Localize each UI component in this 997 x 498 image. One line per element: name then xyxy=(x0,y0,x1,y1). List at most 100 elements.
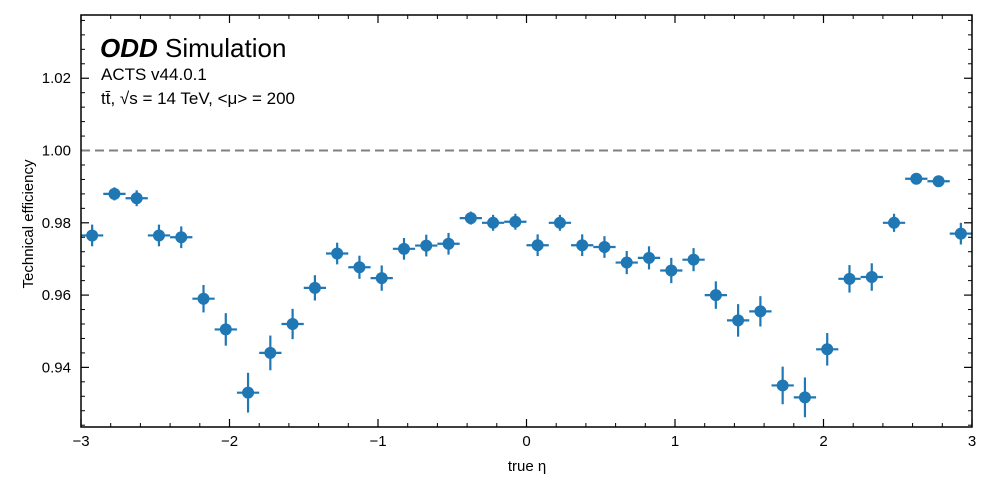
data-point xyxy=(682,248,705,272)
data-marker xyxy=(397,242,410,255)
data-point xyxy=(303,275,327,301)
data-marker xyxy=(776,379,789,392)
data-marker xyxy=(843,272,856,285)
data-point xyxy=(793,377,817,418)
x-axis-label: true η xyxy=(508,458,546,475)
y-tick-label: 1.02 xyxy=(42,70,71,87)
data-point xyxy=(882,213,906,232)
data-marker xyxy=(197,292,210,305)
data-marker xyxy=(531,239,544,252)
data-point xyxy=(214,313,237,346)
data-point xyxy=(415,234,438,257)
data-marker xyxy=(442,237,455,250)
data-point xyxy=(593,236,616,258)
data-point xyxy=(637,246,661,270)
data-point xyxy=(615,250,638,275)
data-point xyxy=(749,296,772,327)
process-label: tt̄, √s = 14 TeV, <μ> = 200 xyxy=(101,89,295,108)
plot-frame xyxy=(80,14,973,428)
data-point xyxy=(927,175,950,188)
data-marker xyxy=(487,216,500,229)
y-tick-label: 0.98 xyxy=(42,215,71,232)
data-marker xyxy=(420,239,433,252)
data-marker xyxy=(709,289,722,302)
data-point xyxy=(236,372,260,413)
data-point xyxy=(771,366,794,405)
data-marker xyxy=(242,386,255,399)
data-marker xyxy=(910,172,923,185)
data-point xyxy=(504,213,527,230)
data-marker xyxy=(509,215,522,228)
data-marker xyxy=(620,256,633,269)
data-marker xyxy=(219,323,232,336)
data-point xyxy=(660,257,683,284)
data-point xyxy=(459,211,482,225)
data-point xyxy=(949,222,972,245)
data-marker xyxy=(375,272,388,285)
data-marker xyxy=(687,253,700,266)
data-marker xyxy=(152,229,165,242)
y-axis-label: Technical efficiency xyxy=(20,159,37,288)
data-point xyxy=(816,333,839,366)
data-point xyxy=(571,234,594,257)
data-point xyxy=(704,281,727,309)
x-tick-label: 0 xyxy=(522,433,530,450)
data-point xyxy=(481,214,505,231)
data-marker xyxy=(175,231,188,244)
data-marker xyxy=(954,227,967,240)
x-tick-label: −2 xyxy=(221,433,238,450)
data-point xyxy=(103,187,126,201)
data-marker xyxy=(865,271,878,284)
data-marker xyxy=(353,261,366,274)
data-marker xyxy=(798,391,811,404)
data-marker xyxy=(821,343,834,356)
data-marker xyxy=(331,247,344,260)
data-point xyxy=(326,242,349,265)
x-tick-label: −1 xyxy=(369,433,386,450)
simulation-label: Simulation xyxy=(165,33,286,63)
data-marker xyxy=(464,212,477,225)
data-point xyxy=(170,226,193,249)
data-marker xyxy=(130,192,143,205)
x-tick-label: −3 xyxy=(72,433,89,450)
data-marker xyxy=(643,251,656,264)
data-point xyxy=(147,224,171,247)
x-tick-label: 2 xyxy=(819,433,827,450)
y-tick-label: 0.96 xyxy=(42,287,71,304)
experiment-label: ODD xyxy=(100,33,158,63)
data-point xyxy=(838,265,861,293)
data-point xyxy=(348,255,371,279)
x-tick-label: 3 xyxy=(968,433,976,450)
data-point xyxy=(548,214,572,231)
x-tick-label: 1 xyxy=(671,433,679,450)
data-marker xyxy=(665,264,678,277)
data-marker xyxy=(264,346,277,359)
data-point xyxy=(281,308,304,340)
data-point xyxy=(726,304,750,337)
data-point xyxy=(370,265,393,291)
data-marker xyxy=(598,241,611,254)
data-marker xyxy=(308,281,321,294)
data-point xyxy=(860,263,883,291)
annotation-block: ODD Simulation ACTS v44.0.1 tt̄, √s = 14… xyxy=(100,33,295,108)
data-point xyxy=(81,224,104,247)
data-point xyxy=(259,335,282,371)
y-tick-label: 1.00 xyxy=(42,143,71,160)
data-point xyxy=(392,237,416,260)
data-point xyxy=(125,190,148,207)
data-marker xyxy=(732,314,745,327)
data-marker xyxy=(754,305,767,318)
axes-layer: −3 −2 −1 0 1 2 3 0.94 0.96 0.98 1.00 1.02 xyxy=(42,15,976,450)
data-marker xyxy=(86,229,99,242)
data-point xyxy=(192,284,215,313)
y-tick-label: 0.94 xyxy=(42,359,71,376)
data-marker xyxy=(576,239,589,252)
data-marker xyxy=(932,175,945,188)
data-marker xyxy=(108,187,121,200)
svg-text:ODD Simulation: ODD Simulation xyxy=(100,33,286,63)
software-version-label: ACTS v44.0.1 xyxy=(101,65,207,84)
data-marker xyxy=(888,216,901,229)
data-point xyxy=(437,232,460,255)
data-marker xyxy=(553,216,566,229)
